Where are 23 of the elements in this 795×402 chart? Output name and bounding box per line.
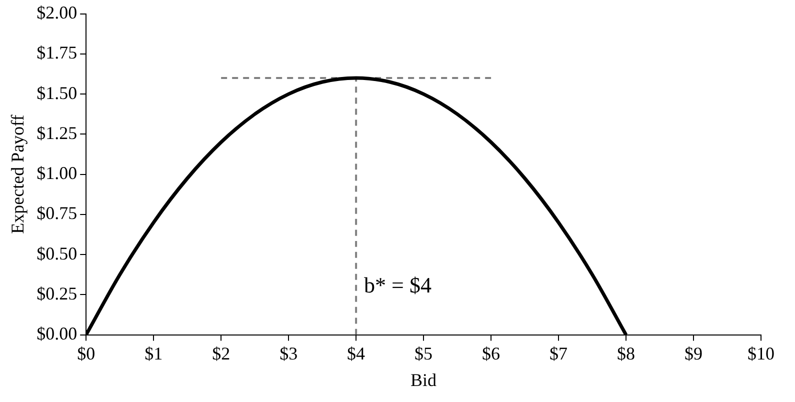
x-tick-label: $5: [414, 343, 433, 364]
y-tick-label: $1.25: [36, 122, 78, 143]
y-tick-label: $0.25: [36, 283, 78, 304]
x-tick-label: $2: [212, 343, 230, 364]
x-axis-title: Bid: [410, 370, 437, 390]
x-tick-label: $7: [550, 343, 568, 364]
x-tick-label: $9: [684, 343, 703, 364]
y-axis-title: Expected Payoff: [8, 114, 28, 234]
x-tick-label: $10: [748, 343, 774, 364]
x-tick-label: $8: [617, 343, 636, 364]
y-tick-label: $1.50: [36, 82, 78, 103]
y-tick-label: $1.75: [36, 42, 78, 63]
annotation: b* = $4: [364, 272, 432, 298]
y-tick-label: $0.75: [36, 203, 78, 224]
x-tick-label: $6: [482, 343, 500, 364]
x-tick-label: $4: [347, 343, 366, 364]
x-tick-label: $0: [77, 343, 96, 364]
y-tick-label: $0.50: [36, 243, 78, 264]
y-tick-label: $2.00: [36, 2, 78, 23]
y-tick-label: $1.00: [36, 163, 78, 184]
x-tick-label: $1: [144, 343, 163, 364]
x-tick-label: $3: [280, 343, 298, 364]
y-tick-label: $0.00: [36, 324, 78, 344]
